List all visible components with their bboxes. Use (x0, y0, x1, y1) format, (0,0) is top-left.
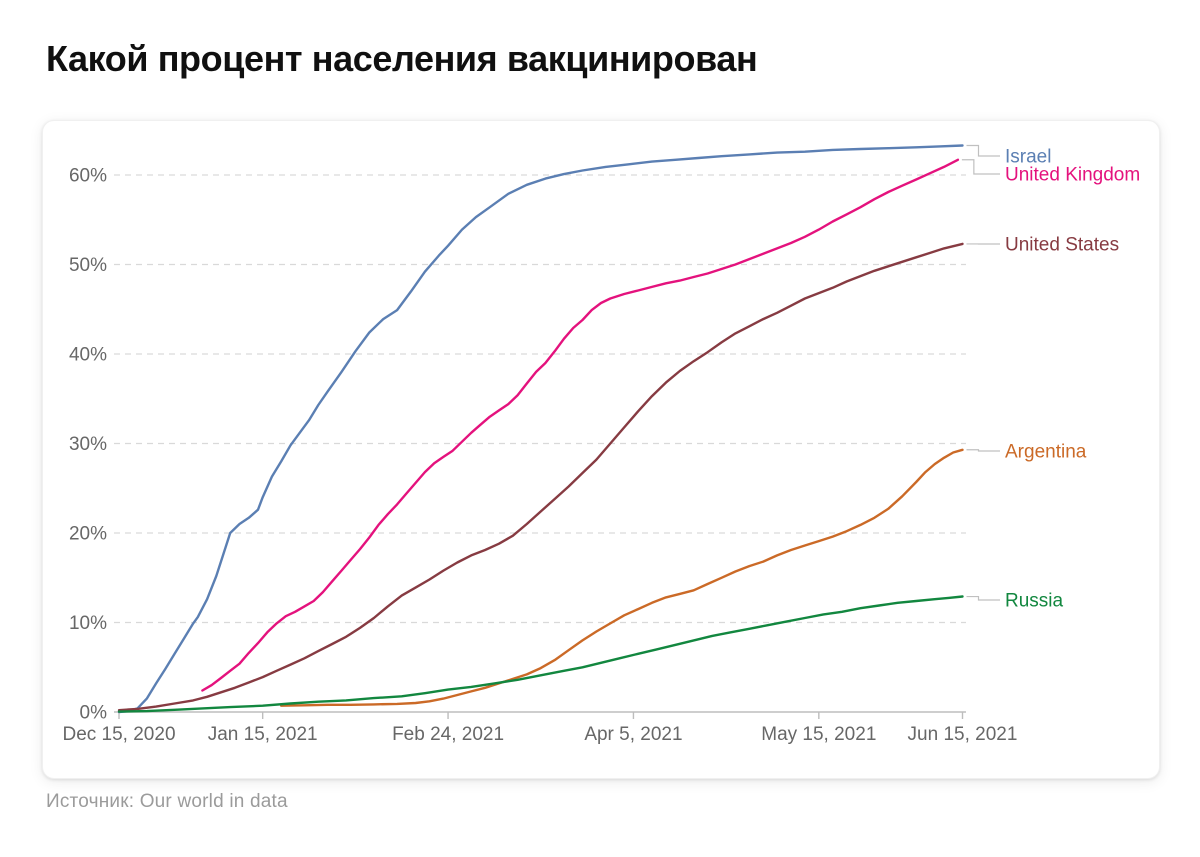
series-line-united-states (117, 242, 964, 712)
x-tick-label: Apr 5, 2021 (584, 724, 682, 745)
source-value: Our world in data (139, 791, 288, 812)
series-label-connector (966, 595, 1000, 601)
y-tick-label: 0% (80, 703, 108, 724)
series-label-connector (961, 159, 1000, 175)
series-label-argentina: Argentina (1005, 442, 1087, 463)
series-label-russia: Russia (1005, 591, 1064, 612)
y-tick-label: 50% (69, 255, 107, 276)
y-tick-label: 10% (69, 613, 107, 634)
y-tick-label: 40% (69, 345, 107, 366)
series-label-connector (966, 144, 1000, 157)
y-tick-label: 20% (69, 524, 107, 545)
series-label-connector (966, 449, 1000, 452)
x-tick-label: Jan 15, 2021 (208, 724, 318, 745)
x-tick-label: May 15, 2021 (761, 724, 876, 745)
page-title: Какой процент населения вакцинирован (46, 38, 758, 79)
x-tick-label: Dec 15, 2020 (62, 724, 175, 745)
series-line-united-kingdom (201, 158, 960, 692)
series-line-israel (117, 144, 964, 714)
y-tick-label: 30% (69, 434, 107, 455)
series-label-united-states: United States (1005, 235, 1119, 256)
series-label-israel: Israel (1005, 147, 1051, 168)
y-tick-label: 60% (69, 166, 107, 187)
series-line-russia (117, 595, 964, 713)
series-label-united-kingdom: United Kingdom (1005, 165, 1140, 186)
x-tick-label: Jun 15, 2021 (908, 724, 1018, 745)
series-line-argentina (280, 448, 964, 707)
source-prefix: Источник: (46, 791, 135, 812)
x-tick-label: Feb 24, 2021 (392, 724, 504, 745)
source-line: Источник: Our world in data (46, 791, 288, 813)
